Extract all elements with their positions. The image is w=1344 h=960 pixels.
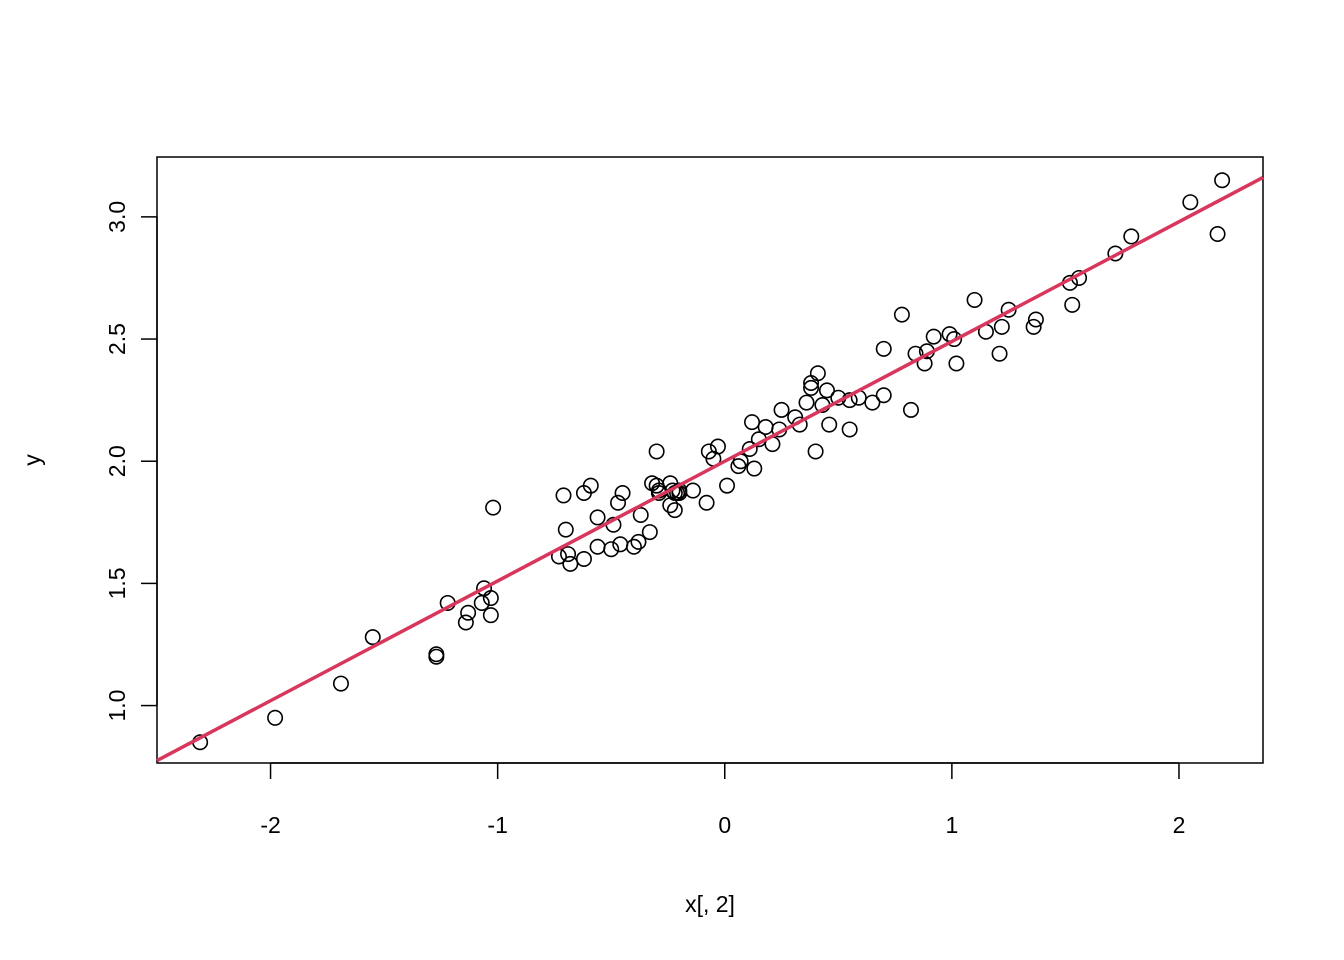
y-tick-label: 2.5 <box>104 323 130 355</box>
data-point <box>809 365 826 382</box>
data-point <box>741 441 758 458</box>
data-points <box>192 172 1231 751</box>
data-point <box>614 484 631 501</box>
x-tick-label: -2 <box>260 812 280 838</box>
data-point <box>632 506 649 523</box>
data-point <box>1182 194 1199 211</box>
data-point <box>555 487 572 504</box>
data-point <box>641 524 658 541</box>
data-point <box>719 477 736 494</box>
data-point <box>948 355 965 372</box>
x-tick-label: -1 <box>487 812 507 838</box>
data-point <box>557 521 574 538</box>
data-point <box>1209 225 1226 242</box>
data-point <box>1123 228 1140 245</box>
data-point <box>773 401 790 418</box>
data-point <box>966 291 983 308</box>
data-point <box>582 477 599 494</box>
data-point <box>1064 296 1081 313</box>
data-point <box>457 614 474 631</box>
data-point <box>925 328 942 345</box>
y-tick-label: 1.0 <box>104 690 130 722</box>
data-point <box>744 414 761 431</box>
data-point <box>603 541 620 558</box>
data-point <box>993 318 1010 335</box>
data-point <box>875 340 892 357</box>
y-tick-label: 2.0 <box>104 445 130 477</box>
data-point <box>991 345 1008 362</box>
data-point <box>803 379 820 396</box>
x-axis-title: x[, 2] <box>685 891 735 917</box>
data-point <box>684 482 701 499</box>
y-tick-label: 1.5 <box>104 567 130 599</box>
data-point <box>267 709 284 726</box>
fit-line-group <box>156 175 1264 763</box>
data-point <box>1027 311 1044 328</box>
data-point <box>630 533 647 550</box>
data-point <box>798 394 815 411</box>
data-point <box>485 499 502 516</box>
data-point <box>841 421 858 438</box>
x-tick-label: 0 <box>718 812 731 838</box>
y-tick-label: 3.0 <box>104 201 130 233</box>
x-tick-label: 2 <box>1173 812 1186 838</box>
data-point <box>757 419 774 436</box>
data-point <box>473 594 490 611</box>
data-point <box>666 502 683 519</box>
data-point <box>1107 245 1124 262</box>
data-point <box>575 550 592 567</box>
data-point <box>807 443 824 460</box>
data-point <box>428 646 445 663</box>
x-axis: -2 -1 0 1 2 <box>260 762 1186 838</box>
data-point <box>821 416 838 433</box>
data-point <box>460 604 477 621</box>
data-point <box>625 538 642 555</box>
data-point <box>818 382 835 399</box>
data-point <box>364 629 381 646</box>
data-point <box>562 555 579 572</box>
data-point <box>1214 172 1231 189</box>
data-point <box>746 460 763 477</box>
x-tick-label: 1 <box>945 812 958 838</box>
data-point <box>610 494 627 511</box>
data-point <box>332 675 349 692</box>
data-point <box>1025 318 1042 335</box>
y-axis: 1.0 1.5 2.0 2.5 3.0 <box>104 201 158 722</box>
data-point <box>482 590 499 607</box>
data-point <box>648 443 665 460</box>
data-point <box>560 546 577 563</box>
data-point <box>589 509 606 526</box>
data-point <box>902 401 919 418</box>
data-point <box>709 438 726 455</box>
data-point <box>698 494 715 511</box>
data-point <box>875 387 892 404</box>
data-point <box>893 306 910 323</box>
data-point <box>864 394 881 411</box>
data-point <box>946 331 963 348</box>
y-axis-title: y <box>19 454 45 466</box>
data-point <box>482 607 499 624</box>
fit-line <box>156 175 1264 763</box>
data-point <box>612 536 629 553</box>
data-point <box>589 538 606 555</box>
